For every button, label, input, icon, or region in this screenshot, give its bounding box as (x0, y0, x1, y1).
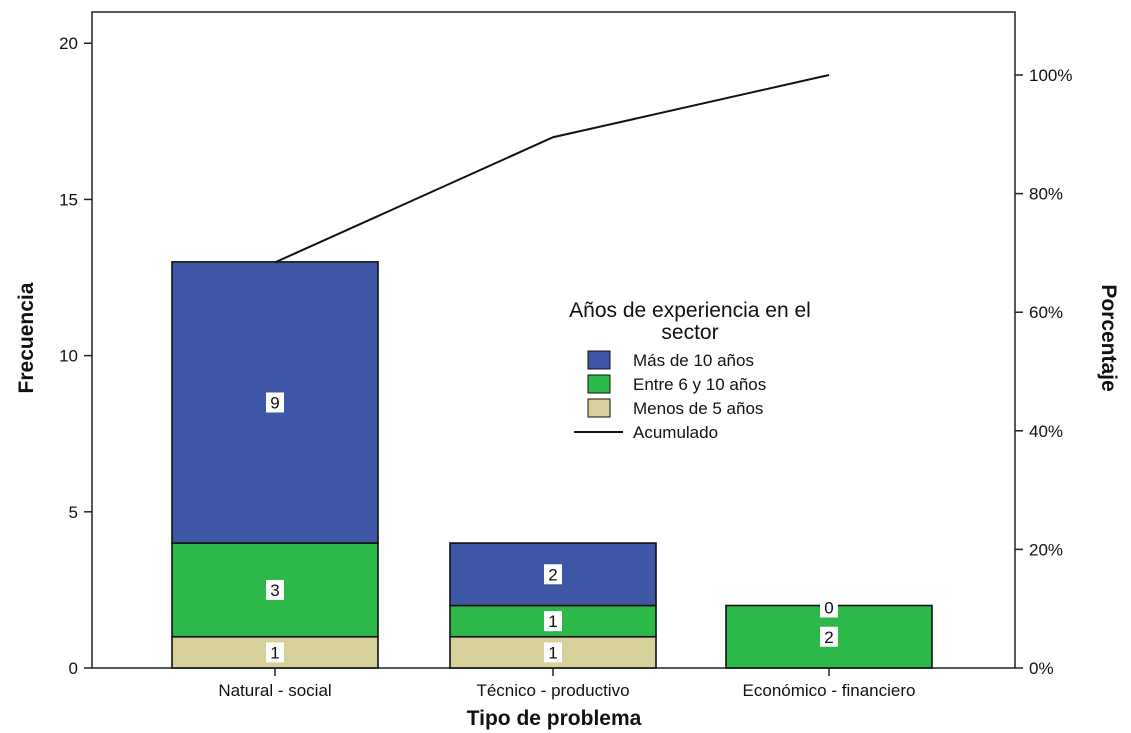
legend-item: Más de 10 años (587, 350, 754, 370)
bar-value-label-group: 2 (820, 626, 838, 647)
cumulative-line (274, 74, 830, 264)
bar-value-label-group: 2 (544, 564, 562, 585)
x-tick-label: Técnico - productivo (476, 681, 629, 700)
y-axis-title: Frecuencia (15, 282, 38, 393)
y2-tick-label: 40% (1029, 422, 1063, 441)
bar-value-label-bg (544, 642, 562, 663)
cumulative-line-layer (274, 74, 830, 264)
bar-value-label-group: 1 (544, 611, 562, 632)
bars-layer (171, 261, 933, 669)
bar-value-label: 9 (270, 393, 279, 412)
bar-value-label-bg (544, 564, 562, 585)
legend-item: Menos de 5 años (587, 398, 763, 418)
legend-title-line-1: Años de experiencia en el (569, 299, 811, 322)
x-axis-title: Tipo de problema (467, 707, 642, 730)
legend-title-line-2: sector (661, 321, 718, 344)
legend-items: Más de 10 años Entre 6 y 10 años Menos de … (574, 350, 766, 442)
bar-value-label-bg (266, 392, 284, 413)
bar-value-label-group: 9 (266, 392, 284, 413)
y2-tick-label: 0% (1029, 659, 1054, 678)
x-tick-label: Natural - social (218, 681, 331, 700)
legend-label: Entre 6 y 10 años (633, 375, 766, 394)
bar-value-label-bg (820, 626, 838, 647)
bar-value-label-group: 0 (820, 597, 838, 618)
legend-item: Entre 6 y 10 años (587, 374, 766, 394)
bar-value-label-bg (820, 597, 838, 618)
legend-swatch (587, 398, 611, 418)
legend-swatch (587, 374, 611, 394)
y2-tick-label: 100% (1029, 66, 1072, 85)
legend-swatch (587, 350, 611, 370)
legend: Años de experiencia en el sector Más de … (569, 299, 811, 442)
y2-tick-label: 60% (1029, 303, 1063, 322)
legend-item: Acumulado (574, 423, 718, 442)
y2-axis: 0% 20% 40% 60% 80% 100% (1015, 66, 1072, 678)
bar-value-label-group: 1 (266, 642, 284, 663)
bar-value-label: 0 (824, 599, 833, 618)
legend-label: Más de 10 años (633, 351, 754, 370)
bar-value-label: 2 (548, 565, 557, 584)
y-tick-label: 10 (59, 347, 78, 366)
x-axis: Natural - social Técnico - productivo Econ… (218, 668, 915, 700)
y-tick-label: 20 (59, 34, 78, 53)
bar-value-label: 1 (548, 612, 557, 631)
x-tick-label: Económico - financiero (743, 681, 916, 700)
legend-label: Menos de 5 años (633, 399, 763, 418)
y-tick-label: 15 (59, 190, 78, 209)
y2-tick-label: 80% (1029, 185, 1063, 204)
y2-tick-label: 20% (1029, 540, 1063, 559)
y-tick-label: 5 (69, 503, 78, 522)
bar-value-label-group: 3 (266, 579, 284, 600)
bar-value-label-group: 1 (544, 642, 562, 663)
bar-value-label-bg (266, 579, 284, 600)
legend-label: Acumulado (633, 423, 718, 442)
bar-value-label: 1 (270, 643, 279, 662)
bar-labels-layer: 1 3 9 1 1 2 2 0 (266, 392, 838, 663)
bar-value-label: 3 (270, 581, 279, 600)
y-tick-label: 0 (69, 659, 78, 678)
y-axis: 0 5 10 15 20 (59, 34, 92, 678)
bar-value-label: 2 (824, 628, 833, 647)
y2-axis-title: Porcentaje (1097, 284, 1120, 391)
bar-value-label-bg (266, 642, 284, 663)
bar-value-label-bg (544, 611, 562, 632)
bar-value-label: 1 (548, 643, 557, 662)
